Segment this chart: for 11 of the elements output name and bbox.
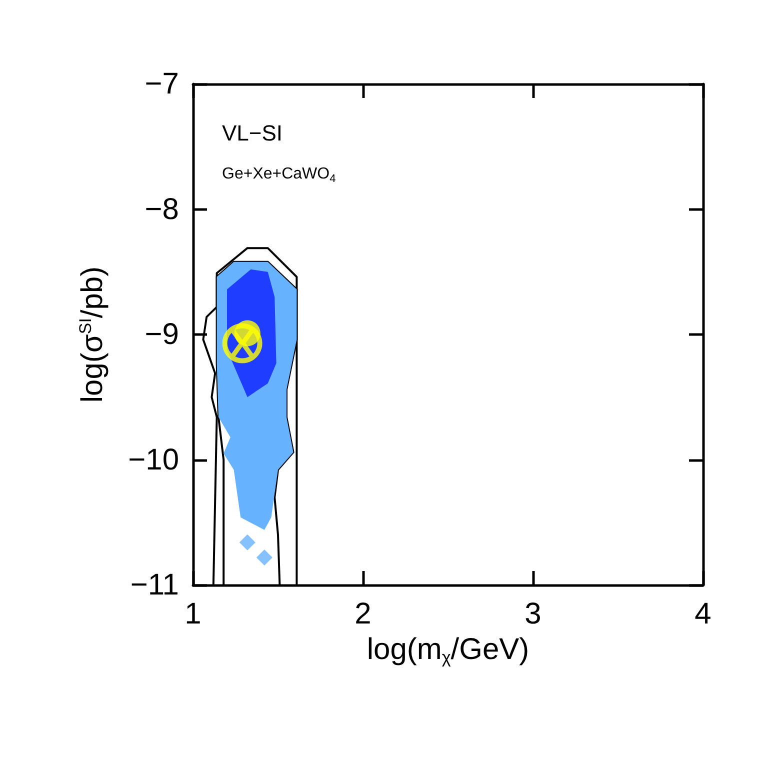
y-tick-label: −7 — [144, 68, 179, 100]
x-tick-label: 4 — [694, 598, 712, 630]
x-tick-label: 3 — [524, 598, 542, 630]
y-tick-label: −11 — [130, 568, 179, 602]
x-tick-label: 2 — [354, 598, 372, 630]
y-tick-label: −8 — [144, 192, 179, 226]
y-axis-title: log(σSI/pb) — [76, 266, 109, 403]
annotation: VL−SI — [222, 120, 283, 146]
x-tick-label: 1 — [184, 598, 202, 630]
y-tick-label: −9 — [144, 318, 179, 351]
y-tick-label: −10 — [128, 443, 179, 476]
